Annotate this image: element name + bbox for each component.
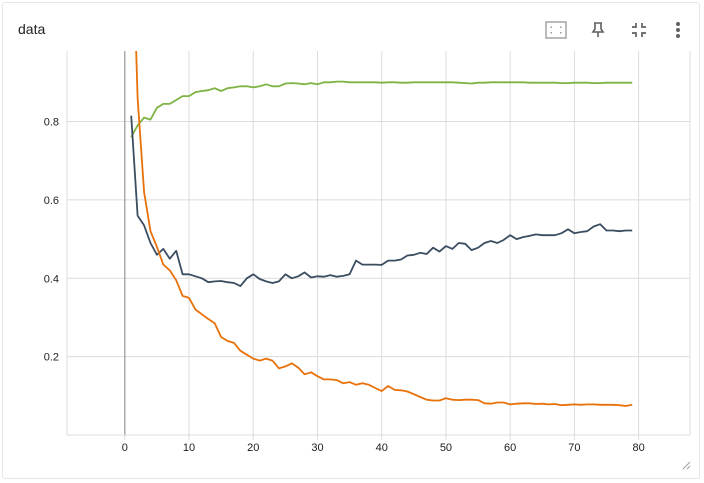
card-title: data bbox=[18, 21, 46, 37]
x-tick-label: 0 bbox=[122, 442, 128, 454]
x-tick-label: 40 bbox=[376, 442, 388, 454]
x-tick-label: 20 bbox=[247, 442, 259, 454]
x-tick-label: 70 bbox=[568, 442, 580, 454]
collapse-icon bbox=[632, 23, 646, 37]
series-line-1[interactable] bbox=[130, 80, 633, 138]
y-tick-label: 0.2 bbox=[44, 352, 59, 364]
resize-handle-icon[interactable] bbox=[681, 460, 691, 470]
pin-button[interactable] bbox=[585, 17, 611, 43]
more-vert-icon bbox=[676, 22, 680, 38]
series-line-3[interactable] bbox=[131, 3, 633, 407]
more-options-button[interactable] bbox=[665, 17, 691, 43]
x-tick-label: 50 bbox=[440, 442, 452, 454]
series-line-2[interactable] bbox=[130, 115, 633, 287]
fit-domain-button[interactable] bbox=[543, 17, 569, 43]
x-tick-label: 60 bbox=[504, 442, 516, 454]
pin-icon bbox=[591, 22, 605, 37]
card-toolbar bbox=[499, 17, 699, 45]
fit-domain-icon bbox=[545, 21, 567, 39]
y-tick-label: 0.8 bbox=[44, 117, 59, 129]
x-tick-label: 80 bbox=[632, 442, 644, 454]
chart-card: data 0.2 0.4 0.6 0.8 0 10 20 30 40 50 60 7 bbox=[2, 2, 700, 479]
y-tick-label: 0.6 bbox=[44, 195, 59, 207]
collapse-button[interactable] bbox=[626, 17, 652, 43]
y-tick-label: 0.4 bbox=[44, 273, 59, 285]
x-tick-label: 10 bbox=[183, 442, 195, 454]
x-tick-label: 30 bbox=[311, 442, 323, 454]
line-chart[interactable]: 0.2 0.4 0.6 0.8 0 10 20 30 40 50 60 70 80 bbox=[3, 3, 701, 480]
